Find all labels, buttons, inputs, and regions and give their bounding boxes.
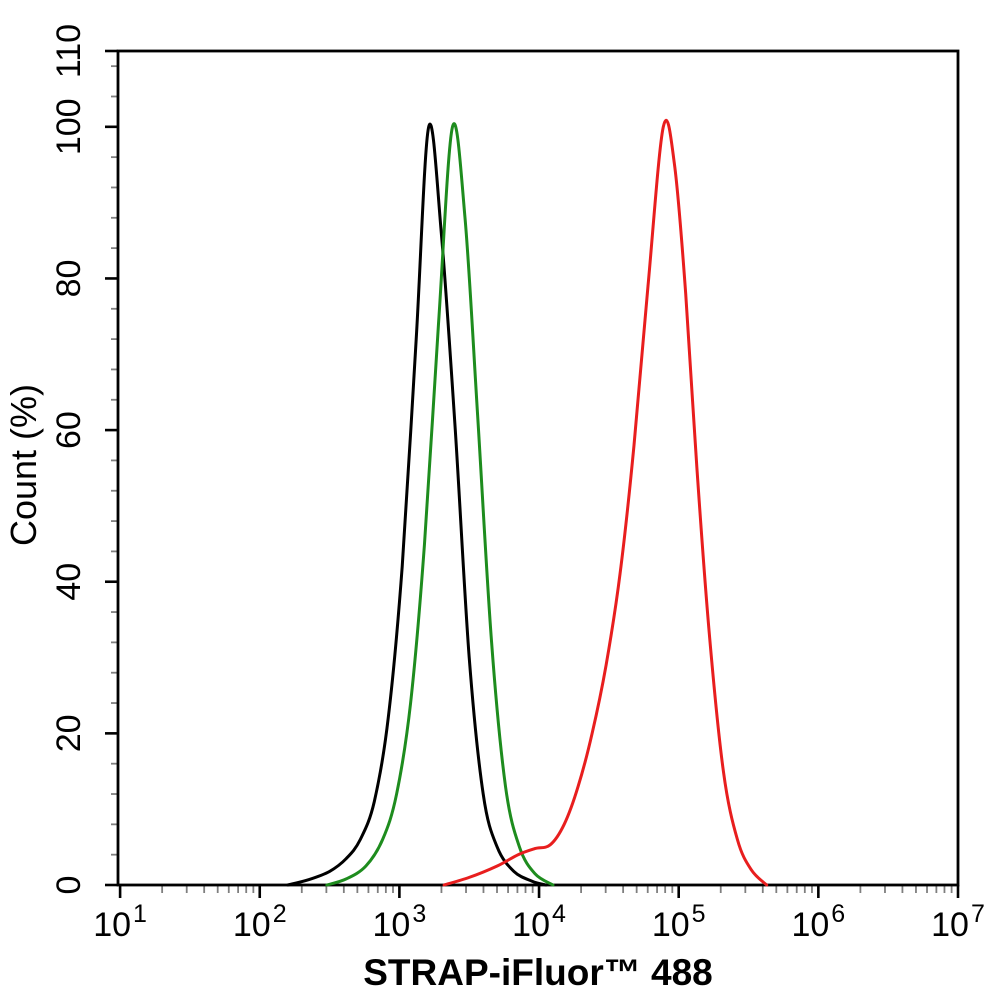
y-tick-labels: 0 20 40 60 80 100 110 — [50, 24, 88, 895]
y-tick-label-100: 100 — [50, 98, 88, 155]
x-tick-label-10e6: 106 — [791, 900, 845, 944]
curve-red — [442, 118, 769, 887]
minor-ticks — [111, 65, 953, 893]
x-tick-label-10e1: 101 — [93, 900, 147, 944]
histogram-curves — [286, 118, 769, 887]
x-tick-label-10e5: 105 — [652, 900, 706, 944]
plot-frame — [116, 49, 960, 887]
y-tick-label-0: 0 — [50, 876, 88, 895]
x-tick-label-10e7: 107 — [931, 900, 985, 944]
plot-border — [116, 49, 960, 887]
y-axis-title: Count (%) — [3, 384, 44, 546]
y-tick-label-60: 60 — [50, 411, 88, 449]
x-tick-label-10e3: 103 — [373, 900, 427, 944]
x-tick-label-10e4: 104 — [512, 900, 566, 944]
x-tick-label-10e2: 102 — [233, 900, 287, 944]
major-ticks — [105, 49, 960, 898]
y-tick-label-40: 40 — [50, 563, 88, 601]
curve-black — [286, 122, 548, 887]
curve-green — [325, 122, 555, 887]
y-tick-label-80: 80 — [50, 260, 88, 298]
x-tick-labels: 101 102 103 104 105 106 107 — [93, 900, 985, 944]
y-tick-label-20: 20 — [50, 714, 88, 752]
x-axis-title: STRAP-iFluor™ 488 — [363, 952, 713, 993]
y-tick-label-110: 110 — [50, 24, 88, 78]
